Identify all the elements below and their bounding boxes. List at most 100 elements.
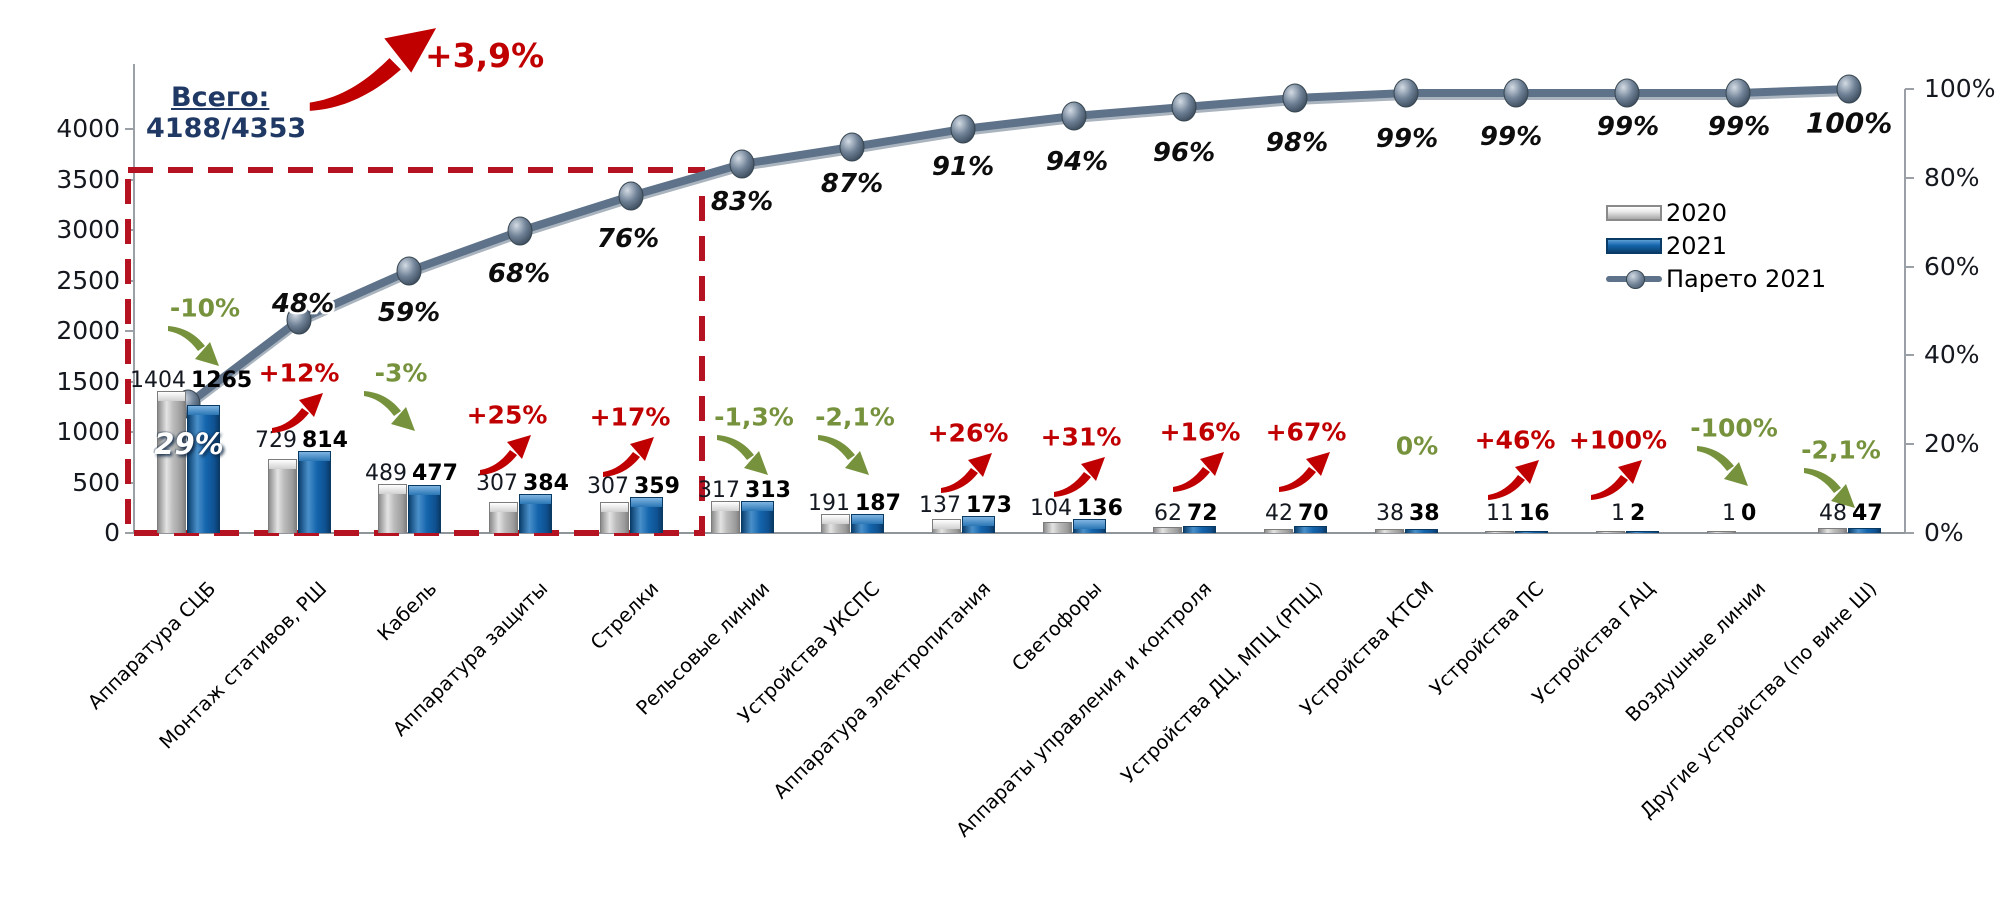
change-arrow-up-icon (271, 391, 331, 435)
y-axis-left-tick-label: 0 (104, 518, 120, 547)
pareto-point-label: 100% (1805, 106, 1893, 140)
pareto-marker (729, 149, 755, 179)
y-axis-left-tick-label: 1000 (56, 417, 120, 446)
total-value: 4188/4353 (146, 113, 307, 144)
bar-2020 (1707, 531, 1736, 533)
pareto-marker (1614, 78, 1640, 108)
value-label-2021: 0 (1741, 501, 1757, 526)
value-label-2021: 136 (1077, 496, 1123, 521)
bar-2021 (408, 485, 441, 533)
change-arrow-down-icon (716, 433, 776, 477)
pareto-point-label: 99% (1707, 112, 1771, 142)
y-axis-right-tick-label: 60% (1924, 252, 1980, 281)
pareto-marker (286, 305, 312, 335)
value-label-2021: 16 (1519, 501, 1550, 526)
pareto-marker (507, 216, 533, 246)
bar-2020 (1043, 522, 1072, 533)
total-change-label: +3,9% (425, 36, 545, 75)
change-label: +25% (466, 400, 548, 430)
change-label: -2,1% (815, 402, 895, 432)
bar-2021 (519, 494, 552, 533)
legend-label: 2020 (1666, 198, 1728, 227)
legend-label: Парето 2021 (1666, 264, 1827, 293)
legend-item: Парето 2021 (1606, 262, 1826, 295)
value-label-2020: 62 (1154, 501, 1182, 526)
change-arrow-up-icon (602, 435, 662, 479)
change-label: +16% (1159, 417, 1241, 447)
bar-2020 (268, 459, 297, 533)
value-label-2021: 38 (1409, 501, 1440, 526)
bar-2020 (600, 502, 629, 533)
change-label: -3% (374, 358, 428, 388)
y-axis-left-tick-label: 3000 (56, 215, 120, 244)
highlight-box (125, 167, 705, 536)
change-arrow-up-icon (1053, 455, 1113, 499)
bar-2020 (1818, 528, 1847, 533)
legend-swatch-pareto-icon (1606, 269, 1662, 289)
value-label-2021: 2 (1630, 501, 1646, 526)
pareto-marker (1725, 78, 1751, 108)
value-label-2020: 191 (808, 491, 850, 516)
pareto-marker (1061, 101, 1087, 131)
change-arrow-down-icon (817, 433, 877, 477)
value-label-2020: 1404 (130, 368, 186, 393)
pareto-point-label: 96% (1152, 138, 1216, 168)
y-axis-left-tick-label: 2500 (56, 266, 120, 295)
bar-2021 (1515, 531, 1548, 533)
bar-2020 (157, 391, 186, 533)
change-arrow-down-icon (1696, 444, 1756, 488)
change-arrow-up-icon (1278, 450, 1338, 494)
pareto-marker (618, 181, 644, 211)
bar-2021 (1294, 526, 1327, 533)
bar-2021 (1626, 531, 1659, 533)
bar-2020 (378, 484, 407, 533)
pareto-point-label: 91% (931, 152, 995, 182)
bar-2020 (1153, 527, 1182, 533)
value-label-2020: 1 (1611, 501, 1625, 526)
y-axis-left-tick-label: 2000 (56, 316, 120, 345)
legend-item: 2020 (1606, 196, 1826, 229)
bar-2020 (1596, 531, 1625, 533)
value-label-2021: 359 (634, 474, 680, 499)
value-label-2020: 42 (1265, 501, 1293, 526)
bar-2020 (1375, 529, 1404, 533)
pareto-point-label: 68% (487, 259, 551, 289)
y-axis-right-tick-label: 0% (1924, 518, 1964, 547)
bar-2021 (1848, 528, 1881, 533)
value-label-2021: 173 (966, 493, 1012, 518)
pareto-marker (1503, 78, 1529, 108)
value-label-2020: 104 (1030, 496, 1072, 521)
change-label: +26% (927, 418, 1009, 448)
pareto-marker (1171, 92, 1197, 122)
bar-2021 (741, 501, 774, 533)
pareto-marker (396, 256, 422, 286)
value-label-2021: 187 (855, 491, 901, 516)
pareto-point-label: 99% (1596, 112, 1660, 142)
pareto-point-label: 76% (596, 224, 660, 254)
change-label: +17% (589, 402, 671, 432)
value-label-2020: 317 (698, 478, 740, 503)
legend-label: 2021 (1666, 231, 1728, 260)
value-label-2021: 1265 (191, 368, 253, 393)
y-axis-right-tick-label: 40% (1924, 340, 1980, 369)
y-axis-left-tick-label: 1500 (56, 367, 120, 396)
legend: 2020 2021 Парето 2021 (1606, 196, 1826, 295)
bar-2020 (821, 514, 850, 533)
change-label: -10% (169, 293, 241, 323)
change-label: +12% (258, 358, 340, 388)
value-label-2021: 313 (745, 478, 791, 503)
pareto-point-label: 59% (377, 298, 441, 328)
bar-2020 (932, 519, 961, 533)
y-axis-left-tick-label: 4000 (56, 114, 120, 143)
total-label: Всего: (171, 82, 270, 113)
value-label-2021: 70 (1298, 501, 1329, 526)
value-label-2021: 384 (523, 471, 569, 496)
pareto-marker (839, 132, 865, 162)
bar-2021 (187, 405, 220, 533)
bar-2020 (1485, 531, 1514, 533)
bar-2021 (851, 514, 884, 533)
pareto-point-label: 98% (1265, 128, 1329, 158)
change-arrow-down-icon (167, 324, 227, 368)
value-label-2020: 38 (1376, 501, 1404, 526)
